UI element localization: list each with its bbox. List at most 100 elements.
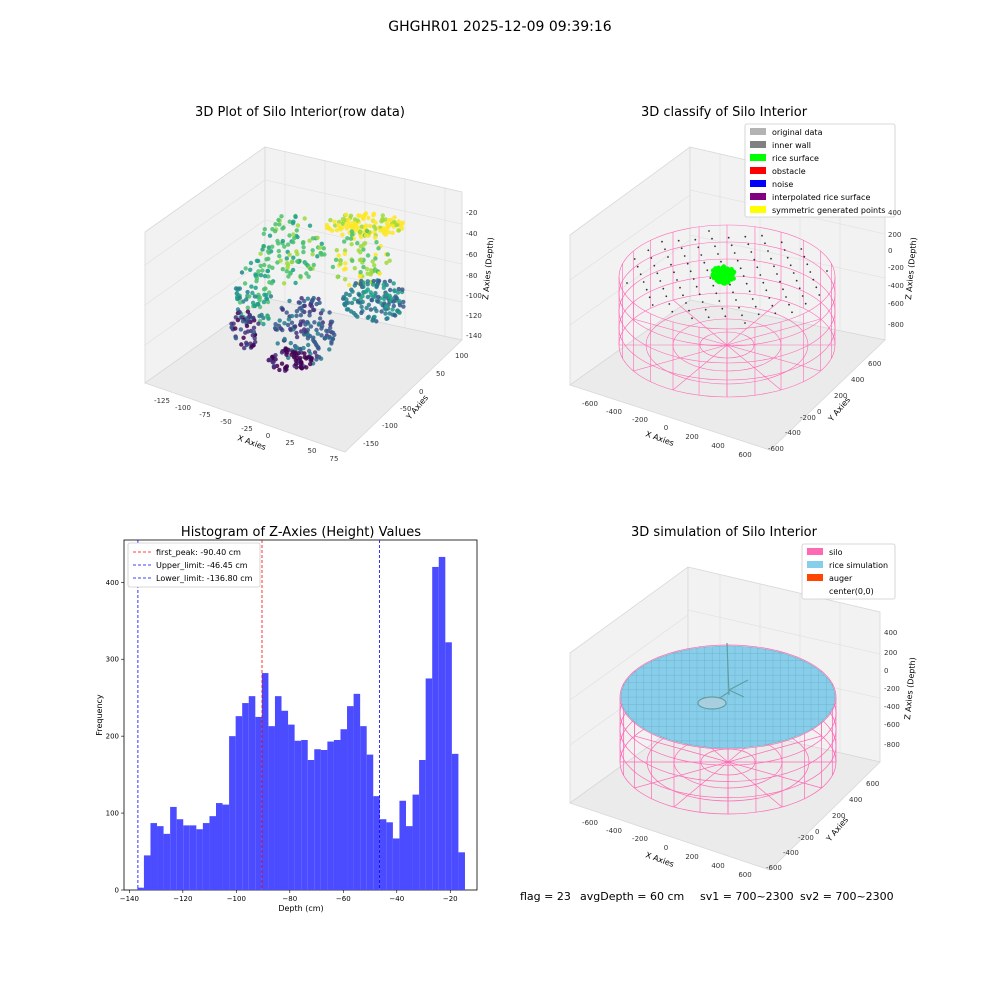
raw-scatter-point [310,297,315,303]
simulation-ztick: -600 [884,721,900,729]
raw-scatter-point [311,307,317,313]
classify-panel-title: 3D classify of Silo Interior [641,105,808,120]
raw-scatter-point [363,223,369,228]
simulation-silo-floor-spoke [634,761,729,789]
raw-scatter-point [396,228,401,233]
raw-scatter-point [327,310,332,315]
simulation-xtick: -200 [632,835,648,843]
histogram-bar [419,760,426,890]
raw-scatter-point [298,313,304,318]
simulation-legend-label: center(0,0) [829,587,874,596]
raw-scatter-point [321,246,326,251]
histogram-legend-label: Lower_limit: -136.80 cm [156,574,253,583]
classify-surface-dot [801,295,804,297]
histogram-bar [157,826,164,890]
raw-scatter-point [368,307,374,312]
raw-data-3d-panel: 3D Plot of Silo Interior(row data) -125 … [144,105,495,463]
raw-scatter-point [334,228,340,233]
raw-scatter-point [305,336,311,341]
raw-scatter-point [285,261,290,266]
classify-xtick: -600 [582,400,598,408]
raw-scatter-point [282,336,287,342]
raw-scatter-point [264,292,269,298]
classify-surface-dot [668,303,671,305]
raw-scatter-point [381,226,386,231]
classify-silo-floor-spoke [726,344,821,372]
raw-scatter-point [352,266,357,271]
raw-scatter-point [400,287,405,292]
raw-scatter-point [249,344,254,349]
classify-surface-dot [653,264,656,267]
raw-ytick: -50 [400,405,411,413]
raw-scatter-point [238,327,244,332]
classify-surface-dot [776,273,778,275]
raw-scatter-point [336,219,342,225]
classify-surface-dot [667,256,669,258]
raw-scatter-point [301,345,306,351]
histogram-bar [386,822,393,890]
raw-scatter-point [250,300,256,305]
raw-scatter-point [300,241,306,246]
raw-scatter-point [309,304,315,309]
raw-scatter-point [384,316,389,321]
simulation-ztick: 0 [884,667,888,675]
histogram-legend-label: Upper_limit: -46.45 cm [156,561,248,570]
simulation-silo-floor-spoke [727,761,783,808]
raw-scatter-point [287,298,292,304]
raw-scatter-point [294,352,299,358]
histogram-legend-frame [127,542,261,588]
raw-scatter-point [245,305,250,310]
classify-axis-ticks: -600 -400 -200 0 200 400 600 600 400 200… [582,209,904,459]
histogram-bar [333,740,341,890]
histogram-title: Histogram of Z-Axies (Height) Values [181,525,421,540]
raw-scatter-point [377,271,382,276]
raw-scatter-point [267,233,273,238]
raw-scatter-point [286,274,291,279]
raw-scatter-point [295,252,300,257]
raw-ztick: -100 [466,292,482,300]
classify-surface-dot [706,269,709,272]
raw-scatter-point [265,268,270,274]
classify-surface-dot [727,236,730,239]
raw-scatter-point [342,302,347,307]
histogram-bar [438,556,446,890]
classify-surface-dot [733,252,736,254]
classify-surface-dot [688,309,690,312]
classify-surface-dot [751,298,754,300]
classify-ztick: 200 [888,231,901,239]
raw-scatter-point [258,273,264,278]
raw-scatter-point [272,229,278,234]
classify-silo-floor-spoke [633,318,728,346]
raw-scatter-point [376,278,382,283]
raw-xtick: 75 [330,455,339,463]
simulation-xtick: -600 [582,819,598,827]
raw-scatter-point [286,317,292,322]
histogram-bar [137,887,144,890]
histogram-panel: Histogram of Z-Axies (Height) Values −14… [95,525,478,913]
raw-scatter-point [349,242,354,247]
raw-scatter-point [290,349,296,355]
raw-scatter-point [340,217,346,222]
raw-scatter-point [343,261,348,266]
histogram-bar [215,803,223,890]
histogram-bar [458,852,465,890]
raw-scatter-point [364,305,369,311]
classify-surface-dot [626,282,628,284]
raw-scatter-point [292,235,297,241]
simulation-legend-swatch [807,548,823,555]
raw-scatter-point [263,286,268,291]
classify-surface-dot [738,306,740,309]
raw-scatter-point [266,274,271,279]
raw-scatter-point [259,312,264,318]
raw-scatter-point [349,287,354,292]
classify-surface-dot [691,317,693,320]
avg-depth-value: avgDepth = 60 cm [580,890,684,903]
histogram-bar [202,823,210,890]
classify-ztick: -800 [888,321,904,329]
classify-surface-dot [804,302,807,305]
classify-legend-swatch [750,154,766,161]
raw-scatter-point [300,308,305,314]
histogram-bar [143,855,151,890]
raw-scatter-point [317,300,322,305]
classify-legend-label: symmetric generated points [772,206,885,215]
